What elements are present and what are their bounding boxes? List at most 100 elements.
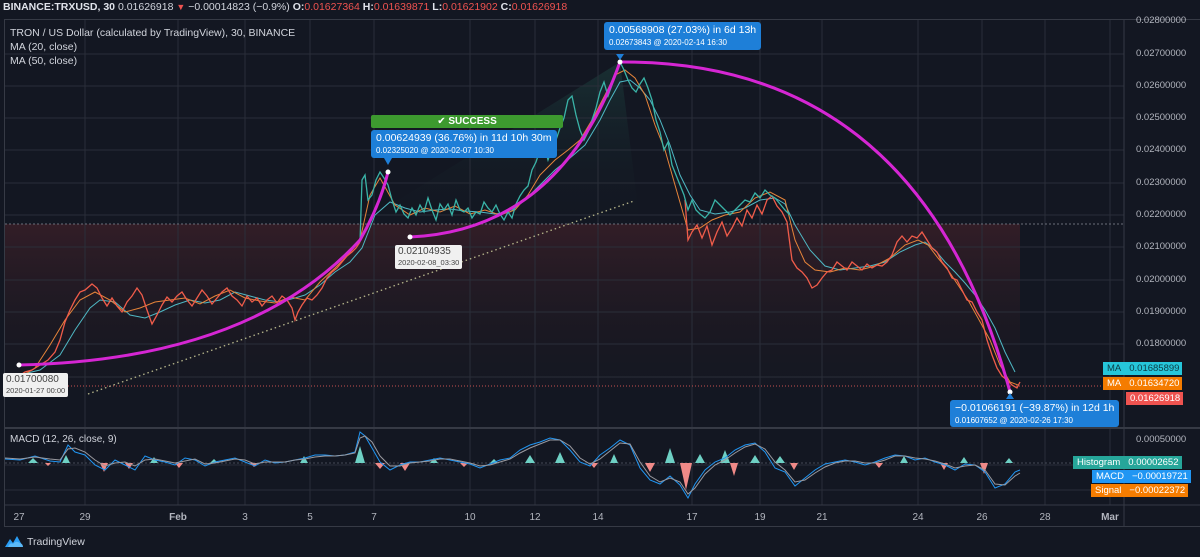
price-line-down xyxy=(18,241,361,377)
price-change: −0.00014823 (−0.9%) xyxy=(188,1,290,13)
callout-1-line1: 0.00624939 (36.76%) in 11d 10h 30m xyxy=(376,132,552,144)
point-label-start-date: 2020-01-27 00:00 xyxy=(6,386,66,395)
anchor-point-peak1[interactable] xyxy=(385,169,391,175)
down-triangle-icon: ▼ xyxy=(176,2,186,12)
arc-up-1[interactable] xyxy=(18,171,390,367)
price-tick: 0.02100000 xyxy=(1136,241,1187,252)
low-label: L: xyxy=(432,1,443,13)
price-line-down-2 xyxy=(684,194,1021,389)
time-tick: Mar xyxy=(1101,512,1119,523)
histogram-tag-value: 0.00002652 xyxy=(1128,457,1179,468)
callout-range-2[interactable]: 0.00568908 (27.03%) in 6d 13h 0.02673843… xyxy=(604,22,762,50)
close-label: C: xyxy=(500,1,512,13)
point-label-low[interactable]: 0.02104935 2020-02-08_03:30 xyxy=(395,245,463,269)
price-tick: 0.02700000 xyxy=(1136,48,1187,59)
time-tick: Feb xyxy=(169,512,187,523)
open-label: O: xyxy=(292,1,305,13)
time-tick: 19 xyxy=(754,512,766,523)
ma50-tag-value: 0.01634720 xyxy=(1129,378,1180,389)
legend-ma20[interactable]: MA (20, close) xyxy=(10,41,78,53)
time-tick: 21 xyxy=(816,512,828,523)
callout-pointer-2 xyxy=(616,54,624,60)
histogram-tag-key: Histogram xyxy=(1077,457,1121,468)
macd-tag-value: −0.00019721 xyxy=(1131,471,1188,482)
anchor-point-low[interactable] xyxy=(407,234,413,240)
anchor-point-start[interactable] xyxy=(16,362,22,368)
ma50-tag-key: MA xyxy=(1107,378,1122,389)
macd-tag-key: MACD xyxy=(1096,471,1124,482)
anchor-point-end[interactable] xyxy=(1007,389,1013,395)
price-tick: 0.02300000 xyxy=(1136,177,1187,188)
callout-2-line1: 0.00568908 (27.03%) in 6d 13h xyxy=(609,24,757,36)
price-tick: 0.02800000 xyxy=(1136,15,1187,26)
close-value: 0.01626918 xyxy=(511,1,568,13)
legend-title[interactable]: TRON / US Dollar (calculated by TradingV… xyxy=(10,27,296,39)
time-tick: 10 xyxy=(464,512,476,523)
callout-3-line2: 0.01607652 @ 2020-02-26 17:30 xyxy=(955,416,1073,425)
tradingview-brand[interactable]: TradingView xyxy=(4,535,85,548)
time-tick: 28 xyxy=(1039,512,1051,523)
symbol-header: BINANCE:TRXUSD, 30 0.01626918 ▼ −0.00014… xyxy=(0,0,1200,16)
time-tick: 26 xyxy=(976,512,988,523)
ma50-price-tag: MA 0.01634720 xyxy=(1103,377,1183,390)
price-tick: 0.02400000 xyxy=(1136,144,1187,155)
chart-frame xyxy=(4,19,1200,527)
price-tick: 0.01900000 xyxy=(1136,306,1187,317)
price-gridlines xyxy=(5,53,1124,491)
macd-tag: MACD −0.00019721 xyxy=(1092,470,1191,483)
time-tick: 7 xyxy=(371,512,377,523)
ma20-price-tag: MA 0.01685899 xyxy=(1103,362,1183,375)
signal-tag: Signal −0.00022372 xyxy=(1091,484,1189,497)
range-shade-red xyxy=(5,224,1020,389)
price-tick: 0.02000000 xyxy=(1136,274,1187,285)
point-label-start-price: 0.01700080 xyxy=(6,374,59,385)
time-tick: 29 xyxy=(79,512,91,523)
callout-range-1[interactable]: 0.00624939 (36.76%) in 11d 10h 30m 0.023… xyxy=(371,130,557,158)
time-tick: 14 xyxy=(592,512,604,523)
success-badge: ✔ SUCCESS xyxy=(371,115,563,128)
callout-pointer-3 xyxy=(1006,393,1014,399)
time-tick: 24 xyxy=(912,512,924,523)
brand-name: TradingView xyxy=(27,535,85,548)
signal-tag-key: Signal xyxy=(1095,485,1122,496)
time-tick: 12 xyxy=(529,512,541,523)
arc-up-2[interactable] xyxy=(409,61,622,239)
chart-legend: TRON / US Dollar (calculated by TradingV… xyxy=(10,26,295,68)
time-tick: 17 xyxy=(686,512,698,523)
last-price: 0.01626918 xyxy=(117,1,174,13)
arc-down[interactable] xyxy=(619,60,1012,393)
price-tick: 0.02200000 xyxy=(1136,209,1187,220)
ma20-tag-value: 0.01685899 xyxy=(1129,363,1180,374)
signal-line xyxy=(4,435,1021,495)
ma20-line xyxy=(18,69,1019,386)
callout-2-line2: 0.02673843 @ 2020-02-14 16:30 xyxy=(609,38,727,47)
low-value: 0.01621902 xyxy=(442,1,498,13)
time-tick: 27 xyxy=(13,512,25,523)
high-value: 0.01639871 xyxy=(373,1,430,13)
footer: TradingView xyxy=(0,527,1200,557)
macd-legend[interactable]: MACD (12, 26, close, 9) xyxy=(10,434,117,445)
point-label-low-price: 0.02104935 xyxy=(398,246,451,257)
price-tick: 0.02500000 xyxy=(1136,112,1187,123)
callout-1-line2: 0.02325020 @ 2020-02-07 10:30 xyxy=(376,146,494,155)
callout-pointer-1 xyxy=(384,158,392,165)
open-value: 0.01627364 xyxy=(304,1,360,13)
time-tick: 5 xyxy=(307,512,313,523)
legend-ma50[interactable]: MA (50, close) xyxy=(10,55,78,67)
trendline[interactable] xyxy=(87,200,635,395)
tradingview-logo-icon xyxy=(5,536,23,547)
ma20-tag-key: MA xyxy=(1107,363,1122,374)
symbol-name: BINANCE:TRXUSD, 30 xyxy=(3,1,116,13)
callout-range-3[interactable]: −0.01066191 (−39.87%) in 12d 1h 0.016076… xyxy=(950,400,1120,427)
histogram-tag: Histogram 0.00002652 xyxy=(1073,456,1182,469)
macd-line xyxy=(4,431,1021,500)
anchor-point-peak2[interactable] xyxy=(617,59,623,65)
last-tag-value: 0.01626918 xyxy=(1130,393,1181,404)
point-label-start[interactable]: 0.01700080 2020-01-27 00:00 xyxy=(3,373,69,397)
time-tick: 3 xyxy=(242,512,248,523)
signal-tag-value: −0.00022372 xyxy=(1129,485,1186,496)
last-price-tag: 0.01626918 xyxy=(1126,392,1184,405)
macd-axis-tick: 0.00050000 xyxy=(1136,434,1187,445)
price-line-up xyxy=(359,60,791,243)
